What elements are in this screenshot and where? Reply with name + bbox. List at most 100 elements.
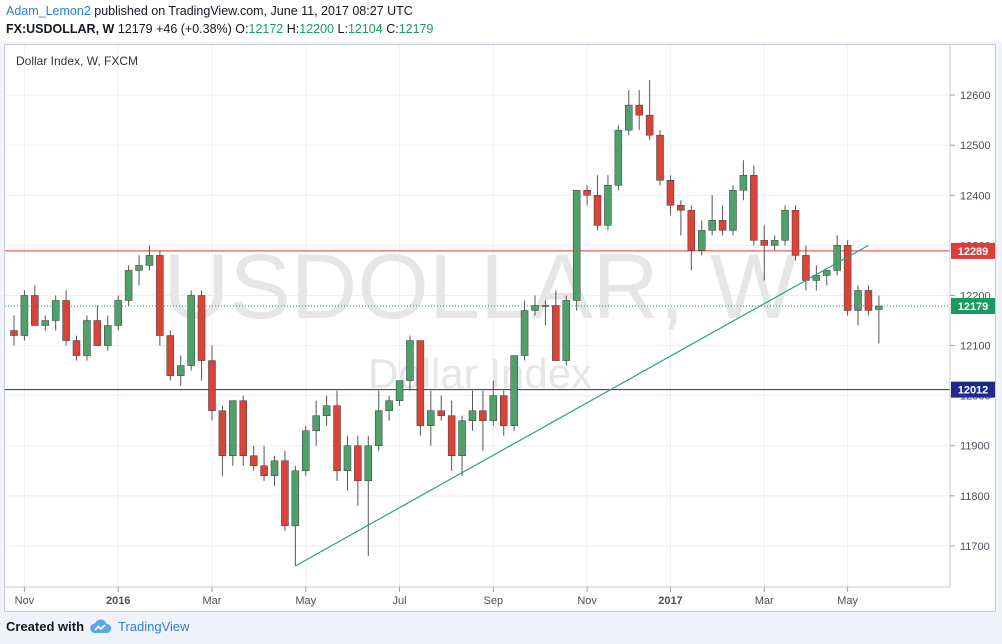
candle-body (614, 129, 623, 186)
candle-body (41, 320, 50, 326)
x-tick-label: May (295, 595, 316, 607)
candle-body (739, 174, 748, 191)
candle-body (656, 134, 664, 181)
candle-body (447, 415, 456, 457)
y-tick-label: 12400 (960, 190, 991, 202)
candle-body (718, 220, 727, 231)
price-tag (951, 242, 995, 259)
candle-body (520, 310, 529, 356)
x-tick-label: Nov (15, 595, 35, 607)
candle-body (645, 114, 654, 136)
price-tag (951, 297, 995, 314)
candle-body (312, 415, 320, 431)
publish-line: Adam_Lemon2 published on TradingView.com… (6, 4, 413, 18)
candle-body (416, 340, 425, 426)
candle-body (677, 205, 685, 211)
last-price: 12179 (117, 22, 153, 36)
candle-body (843, 245, 852, 311)
candle-body (333, 405, 341, 472)
candle-body (510, 355, 518, 426)
y-tick-label: 12600 (960, 90, 991, 102)
grid (5, 45, 950, 587)
author-link[interactable]: Adam_Lemon2 (6, 4, 91, 18)
low-label: L: (337, 22, 348, 36)
x-tick-label: Nov (577, 595, 597, 607)
y-tick-label: 12500 (960, 140, 991, 152)
candle-body (593, 195, 602, 226)
candle-body (135, 265, 143, 271)
price-tag (951, 381, 995, 398)
created-with-label: Created with (6, 619, 85, 634)
open-label: O: (235, 22, 249, 36)
y-tick-label: 12100 (960, 341, 991, 353)
x-tick-label: Jul (393, 595, 407, 607)
candle-body (604, 185, 612, 226)
x-tick-label: 2016 (106, 595, 130, 607)
candle-body (552, 305, 560, 361)
publish-info: published on TradingView.com, June 11, 2… (94, 4, 413, 18)
low-value: 12104 (347, 22, 383, 36)
candle-body (406, 340, 414, 381)
x-tick-label: 2017 (658, 595, 682, 607)
x-tick-label: Sep (484, 595, 504, 607)
price-tag-label: 12289 (958, 246, 989, 258)
candle-body (62, 300, 70, 341)
candle-body (812, 275, 821, 281)
chart-title: Dollar Index, W, FXCM (16, 54, 138, 68)
price-axis[interactable]: 1170011800119001200012100122001230012400… (950, 90, 991, 553)
candle-body (697, 230, 706, 251)
candle-body (458, 420, 466, 457)
y-tick-label: 11800 (960, 491, 990, 503)
candle-body (229, 400, 237, 457)
trendline[interactable] (295, 244, 869, 567)
high-value: 12200 (299, 22, 335, 36)
candle-body (489, 395, 498, 421)
x-tick-label: May (837, 595, 858, 607)
x-tick-label: Mar (203, 595, 222, 607)
candle-body (249, 455, 258, 467)
candle-body (10, 330, 18, 336)
price-change: +46 (+0.38%) (156, 22, 232, 36)
chart-panel[interactable] (4, 44, 996, 612)
candle-body (374, 410, 383, 446)
candle-body (687, 210, 696, 251)
candle-body (499, 395, 508, 426)
time-axis[interactable]: Nov 2016 Mar May Jul Sep Nov 2017 Mar May (15, 587, 859, 607)
candle-body (468, 410, 477, 421)
candle-body (437, 410, 445, 416)
candle-body (625, 104, 633, 131)
candle-body (750, 174, 758, 241)
symbol-line: FX:USDOLLAR, W 12179 +46 (+0.38%) O:1217… (6, 22, 433, 36)
candle-body (51, 300, 60, 321)
candle-body (343, 445, 352, 472)
candle-body (260, 465, 268, 477)
candle-body (281, 460, 289, 527)
candle-body (531, 305, 539, 311)
candle-body (291, 470, 300, 527)
candle-body (218, 410, 227, 457)
candle-body (197, 295, 206, 361)
candle-body (781, 210, 789, 241)
open-value: 12172 (248, 22, 284, 36)
candle-body (833, 245, 841, 271)
candle-body (562, 300, 571, 361)
candle-body (156, 255, 164, 336)
price-tag-label: 12012 (958, 385, 989, 397)
candle-body (572, 190, 581, 301)
symbol-label: FX:USDOLLAR, W (6, 22, 115, 36)
candle-body (791, 210, 800, 256)
x-tick-label: Mar (755, 595, 774, 607)
tradingview-cloud-icon[interactable] (88, 617, 112, 635)
candle-body (364, 445, 373, 482)
candle-body (72, 340, 81, 356)
candle-body (93, 320, 102, 346)
footer (0, 612, 1002, 644)
tradingview-link[interactable]: TradingView (118, 619, 190, 634)
candle-body (479, 410, 487, 421)
candle-body (20, 295, 29, 336)
candle-body (302, 430, 310, 472)
candle-body (541, 305, 550, 307)
watermark: USDOLLAR, W Dollar Index (163, 236, 797, 397)
candle-body (322, 405, 331, 416)
